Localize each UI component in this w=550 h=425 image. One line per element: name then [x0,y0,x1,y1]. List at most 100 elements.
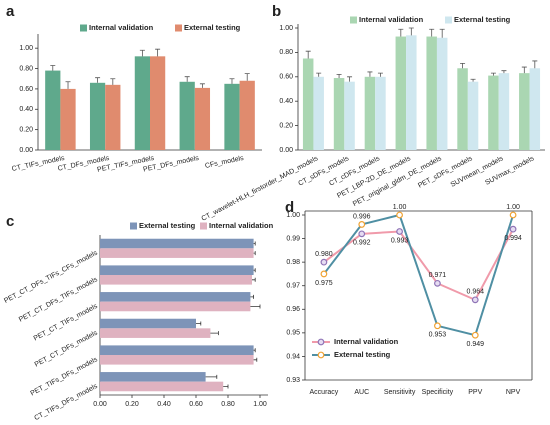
bar [89,82,106,150]
legend-label: External testing [184,23,241,32]
x-tick-label: SUVmean_models [450,155,505,189]
x-tick-label: 0.20 [125,401,139,408]
error-bar [155,48,161,57]
x-tick-label: PPV [468,389,482,396]
marker [396,211,403,219]
y-tick-label: 1.00 [19,45,33,52]
legend-swatch [175,24,182,32]
legend-label: External testing [139,221,196,230]
x-tick-label: 0.60 [189,401,203,408]
x-tick-label: 0.40 [157,401,171,408]
legend-label: External testing [334,350,391,359]
error-bar [305,50,311,59]
value-label: 0.994 [504,235,522,242]
x-tick-label: Specificity [422,389,454,396]
error-bar [95,77,101,83]
legend-label: External testing [454,15,511,24]
marker [471,296,479,304]
error-bar [250,294,254,299]
error-bar [470,78,476,82]
error-bar [429,28,435,37]
bar [224,83,240,150]
bar [100,265,254,275]
legend-swatch [80,24,87,32]
bar [519,73,530,150]
y-tick-label: 0.00 [19,147,33,154]
y-tick-label: PET_CT_DFs_TIFs_models [18,276,99,324]
bar [239,80,255,150]
error-bar [336,73,342,79]
x-tick-label: NPV [506,389,521,396]
bar [436,37,448,151]
bar [333,78,345,150]
bar [45,70,61,150]
bar [344,81,355,150]
error-bar [408,27,414,36]
legend-swatch [350,16,357,24]
value-label: 0.964 [466,289,484,296]
bar [498,73,510,150]
panel-label: d [285,199,294,216]
error-bar [110,78,116,85]
x-tick-label: CFs_models [205,155,245,170]
y-tick-label: 0.20 [19,126,33,133]
y-tick-label: PET_CT_DFs_TIFs_CFs_models [3,249,99,305]
marker [434,279,441,287]
bar [529,68,541,150]
bar [457,68,468,150]
bar [100,381,224,392]
value-label: 0.993 [391,237,409,244]
error-bar [250,304,261,309]
legend-swatch [130,222,137,230]
value-label: 0.996 [353,213,371,220]
bar [100,355,254,365]
error-bar [316,72,322,77]
error-bar [253,268,256,273]
legend-label: Internal validation [334,337,399,346]
error-bar [65,81,71,89]
error-bar [398,28,404,37]
y-tick-label: 0.97 [286,283,300,290]
error-bar [253,251,256,256]
panel-label: b [272,3,281,20]
x-tick-label: 1.00 [253,401,267,408]
error-bar [460,62,466,69]
error-bar [501,70,507,74]
error-bar [199,83,205,88]
x-tick-label: Sensitivity [384,389,416,396]
panel-label: a [6,3,15,20]
bar [364,76,376,150]
x-tick-label: 0.80 [221,401,235,408]
bar [467,81,479,150]
series-line [323,228,514,302]
bar [302,58,314,150]
error-bar [490,72,496,76]
value-label: 0.992 [353,240,371,247]
legend-label: Internal validation [359,15,424,24]
value-label: 1.00 [393,204,407,211]
error-bar [252,277,256,282]
error-bar [196,321,202,326]
error-bar [139,49,145,57]
value-label: 0.980 [315,251,333,258]
marker [320,270,328,278]
y-tick-label: 0.60 [279,74,293,81]
marker [509,211,517,219]
error-bar [521,66,527,74]
legend-swatch [200,222,207,230]
value-label: 0.971 [429,272,447,279]
legend-marker [317,351,325,359]
series-line [323,213,515,337]
marker [434,322,441,330]
error-bar [367,71,373,77]
error-bar [439,28,445,38]
y-tick-label: 0.95 [286,330,300,337]
bar [375,76,386,150]
bar [134,56,150,151]
bar [100,275,252,285]
error-bar [244,73,250,81]
error-bar [377,72,383,77]
bar [150,56,166,151]
error-bar [205,374,218,379]
y-tick-label: 0.40 [279,98,293,105]
